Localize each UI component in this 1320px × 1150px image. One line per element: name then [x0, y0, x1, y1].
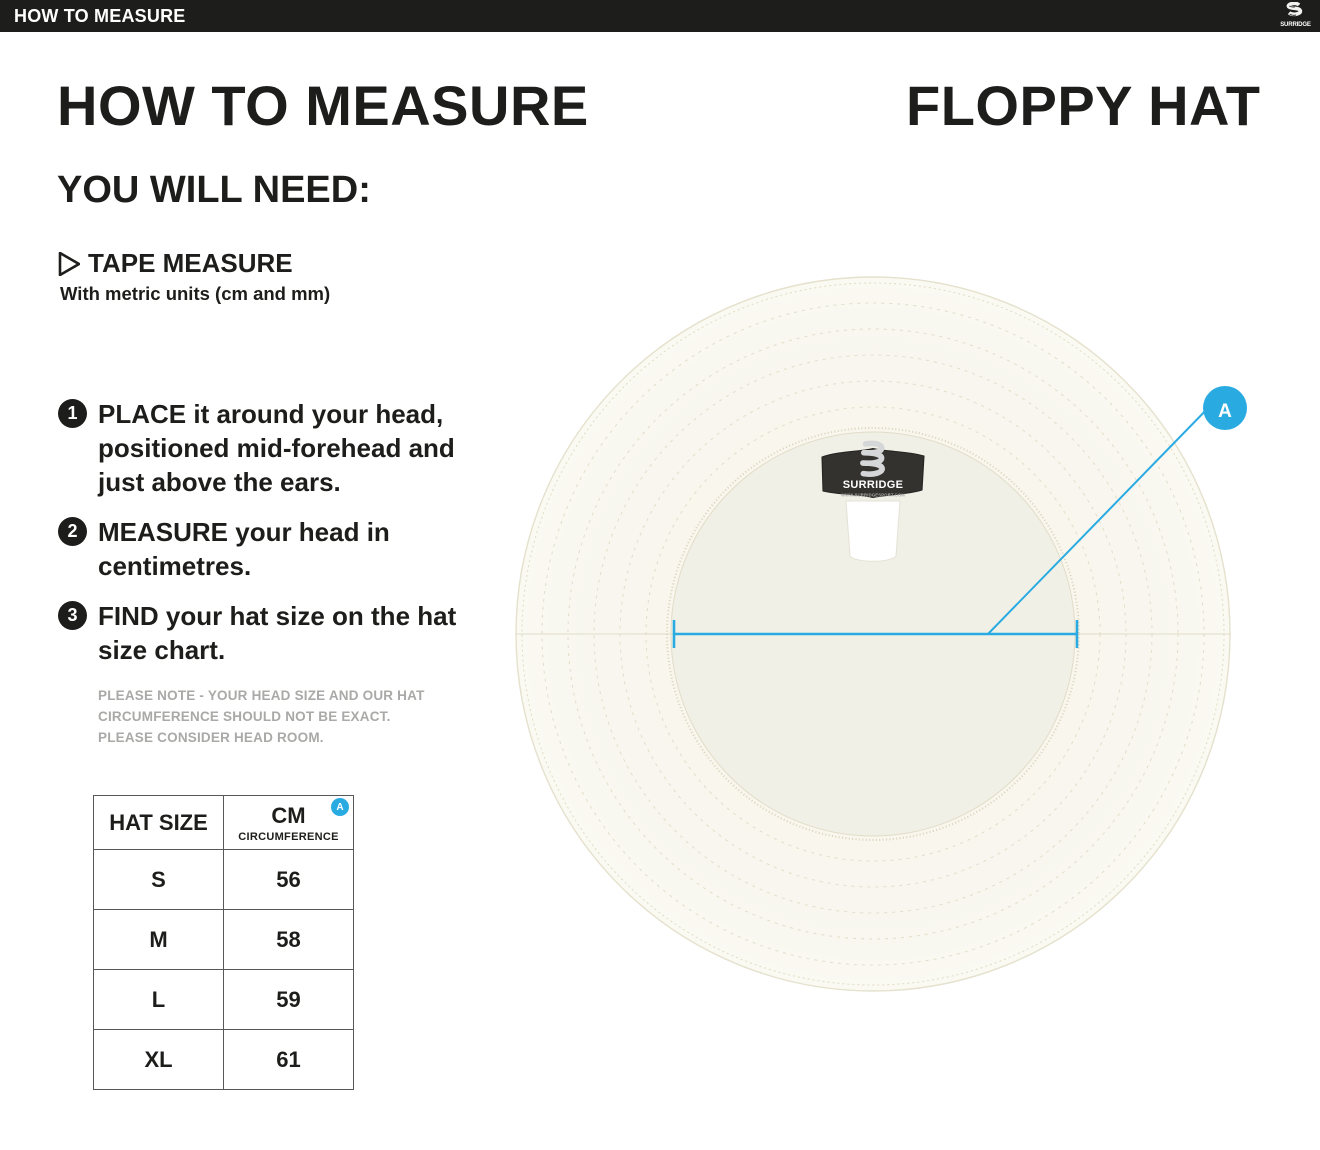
svg-text:WWW.SURRIDGESPORT.COM: WWW.SURRIDGESPORT.COM	[841, 493, 905, 498]
svg-text:A: A	[1218, 401, 1232, 422]
svg-text:SURRIDGE: SURRIDGE	[843, 479, 903, 491]
